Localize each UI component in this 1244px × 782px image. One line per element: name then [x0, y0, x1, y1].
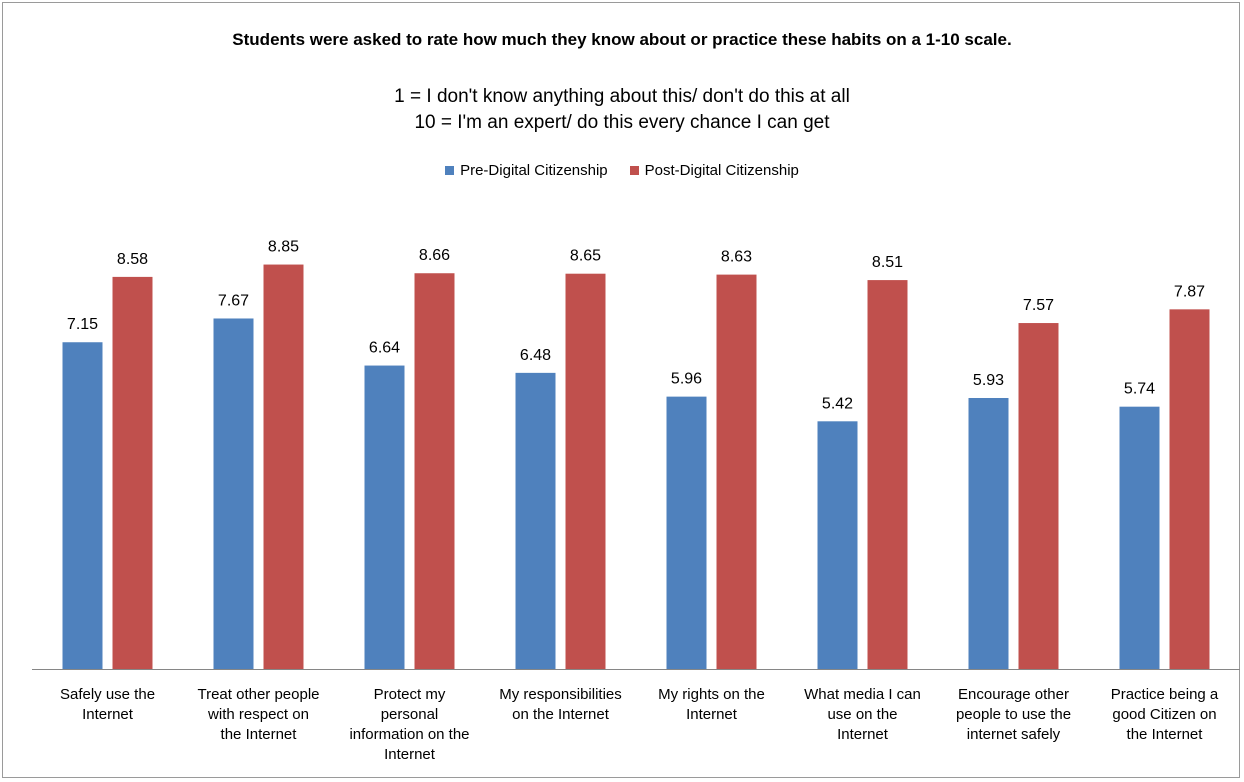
bar-post-0	[112, 276, 153, 669]
category-label-5: What media I can use on the Internet	[804, 686, 921, 743]
bar-post-4	[716, 274, 757, 669]
chart-subtitle-line-1: 1 = I don't know anything about this/ do…	[394, 86, 850, 107]
data-label-pre-2: 6.64	[369, 340, 400, 357]
data-label-pre-5: 5.42	[822, 395, 853, 412]
data-label-pre-1: 7.67	[218, 292, 249, 309]
bar-pre-2	[364, 365, 405, 669]
data-label-pre-3: 6.48	[520, 347, 551, 364]
legend-item-pre: Pre-Digital Citizenship	[445, 162, 608, 179]
bar-post-2	[414, 273, 455, 669]
data-label-post-7: 7.87	[1174, 283, 1205, 300]
bar-post-6	[1018, 323, 1059, 669]
data-label-post-6: 7.57	[1023, 297, 1054, 314]
legend-label-pre: Pre-Digital Citizenship	[460, 162, 608, 179]
bar-pre-7	[1119, 406, 1160, 669]
data-label-pre-4: 5.96	[671, 371, 702, 388]
data-label-pre-7: 5.74	[1124, 381, 1155, 398]
legend-item-post: Post-Digital Citizenship	[629, 162, 799, 179]
bar-pre-4	[666, 396, 707, 669]
bar-pre-6	[968, 397, 1009, 669]
category-label-1: Treat other people with respect on the Int…	[197, 686, 319, 743]
data-label-post-1: 8.85	[268, 239, 299, 256]
data-label-post-0: 8.58	[117, 251, 148, 268]
chart-title: Students were asked to rate how much the…	[232, 30, 1012, 49]
category-label-4: My rights on the Internet	[658, 686, 765, 723]
bar-pre-1	[213, 318, 254, 669]
data-label-pre-6: 5.93	[973, 372, 1004, 389]
chart-legend: Pre-Digital Citizenship Post-Digital Cit…	[0, 162, 1244, 179]
data-label-post-5: 8.51	[872, 254, 903, 271]
bar-pre-0	[62, 342, 103, 669]
bar-pre-3	[515, 372, 556, 669]
category-label-7: Practice being a good Citizen on the Inter…	[1111, 686, 1219, 743]
chart-subtitle-line-2: 10 = I'm an expert/ do this every chance…	[414, 112, 830, 133]
category-label-6: Encourage other people to use the internet…	[956, 686, 1071, 743]
category-label-0: Safely use the Internet	[60, 686, 155, 723]
bar-post-3	[565, 273, 606, 669]
legend-label-post: Post-Digital Citizenship	[644, 162, 799, 179]
data-label-post-4: 8.63	[721, 249, 752, 266]
data-label-pre-0: 7.15	[67, 316, 98, 333]
bar-post-1	[263, 264, 304, 669]
bar-pre-5	[817, 421, 858, 669]
category-label-3: My responsibilities on the Internet	[499, 686, 622, 723]
bar-post-7	[1169, 309, 1210, 669]
legend-swatch-pre	[445, 166, 455, 175]
data-label-post-2: 8.66	[419, 247, 450, 264]
bar-post-5	[867, 280, 908, 669]
data-label-post-3: 8.65	[570, 248, 601, 265]
category-label-2: Protect my personal information on the Inte…	[349, 686, 469, 763]
legend-swatch-post	[629, 166, 639, 175]
